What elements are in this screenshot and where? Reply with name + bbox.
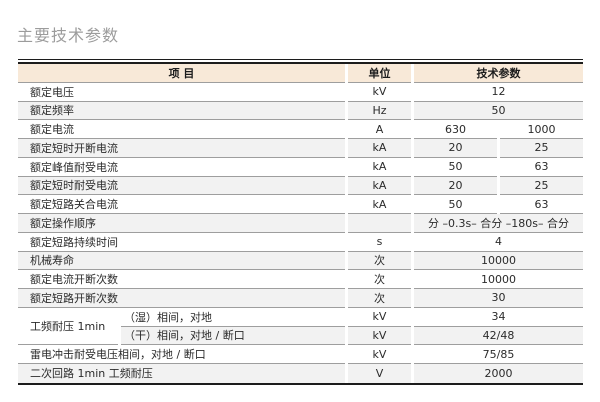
row-sublabel: （湿）相间，对地 [121, 307, 345, 327]
row-value-b: 63 [500, 157, 583, 177]
row-unit: kA [348, 139, 411, 158]
row-value-b: 1000 [500, 120, 583, 139]
row-value: 50 [414, 101, 583, 121]
specs-table: 项 目单位 技术参数 额定电压 kV 12 额定频率 Hz 50 额定电流 A 630 1000 额定短… [18, 59, 583, 385]
row-unit: 次 [348, 270, 411, 289]
table-top-rule-gap [18, 60, 583, 62]
header-item: 项 目 [18, 64, 345, 83]
row-label: 额定峰值耐受电流 [18, 157, 345, 177]
row-unit: kV [348, 82, 411, 102]
row-value: 分 –0.3s– 合分 –180s– 合分 [414, 214, 583, 233]
row-label: 二次回路 1min 工频耐压 [18, 364, 345, 383]
row-value-b: 25 [500, 176, 583, 196]
row-label: 额定频率 [18, 101, 345, 121]
row-unit: 次 [348, 289, 411, 308]
row-unit: 次 [348, 251, 411, 271]
row-value-b: 25 [500, 139, 583, 158]
row-label: 额定短时开断电流 [18, 139, 345, 158]
row-unit: kV [348, 307, 411, 327]
row-sublabel: （干）相间，对地 / 断口 [121, 326, 345, 346]
page-title: 主要技术参数 [17, 26, 120, 45]
row-group-label: 工频耐压 1min [18, 307, 118, 346]
row-label: 额定短路关合电流 [18, 195, 345, 214]
row-unit: kA [348, 157, 411, 177]
table-bottom-rule [18, 382, 583, 385]
row-label: 机械寿命 [18, 251, 345, 271]
row-unit: kV [348, 345, 411, 364]
row-unit: V [348, 364, 411, 383]
row-value-a: 20 [414, 139, 497, 158]
row-value-a: 50 [414, 157, 497, 177]
row-value: 10000 [414, 270, 583, 289]
row-unit: kV [348, 326, 411, 346]
row-value: 30 [414, 289, 583, 308]
row-label: 额定短路开断次数 [18, 289, 345, 308]
row-unit: Hz [348, 101, 411, 121]
row-value-a: 50 [414, 195, 497, 214]
row-value: 10000 [414, 251, 583, 271]
row-value: 2000 [414, 364, 583, 383]
row-value-a: 20 [414, 176, 497, 196]
row-value-a: 630 [414, 120, 497, 139]
row-unit [348, 214, 411, 233]
row-label: 额定短时耐受电流 [18, 176, 345, 196]
row-value: 12 [414, 82, 583, 102]
row-value: 75/85 [414, 345, 583, 364]
row-value: 42/48 [414, 326, 583, 346]
specs-grid: 项 目单位 技术参数 额定电压 kV 12 额定频率 Hz 50 额定电流 A 630 1000 额定短… [18, 64, 583, 383]
row-label: 雷电冲击耐受电压相间，对地 / 断口 [18, 345, 345, 364]
row-label: 额定操作顺序 [18, 214, 345, 233]
row-value: 34 [414, 307, 583, 327]
row-label: 额定电流 [18, 120, 345, 139]
row-label: 额定电压 [18, 82, 345, 102]
header-parameter: 技术参数 [414, 64, 583, 83]
table-top-rule-thin [18, 59, 583, 60]
row-unit: s [348, 232, 411, 252]
row-label: 额定短路持续时间 [18, 232, 345, 252]
row-unit: A [348, 120, 411, 139]
row-unit: kA [348, 195, 411, 214]
row-value-b: 63 [500, 195, 583, 214]
row-unit: kA [348, 176, 411, 196]
table-top-rule-thick [18, 62, 583, 64]
header-unit: 单位 [348, 64, 411, 83]
row-label: 额定电流开断次数 [18, 270, 345, 289]
row-value: 4 [414, 232, 583, 252]
